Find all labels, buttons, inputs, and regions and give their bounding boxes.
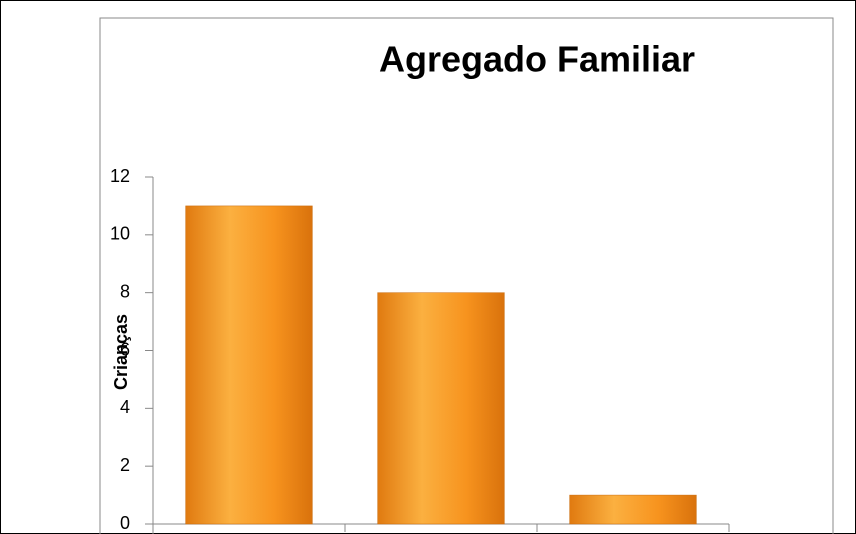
y-tick-label: 12 bbox=[110, 166, 130, 186]
chart-title: Agregado Familiar bbox=[379, 39, 695, 80]
bar bbox=[185, 205, 313, 525]
y-tick-label: 8 bbox=[120, 281, 130, 301]
bar bbox=[377, 292, 505, 525]
bar bbox=[569, 494, 697, 525]
y-tick-label: 10 bbox=[110, 224, 130, 244]
chart-border bbox=[99, 17, 834, 534]
y-tick-label: 6 bbox=[120, 339, 130, 359]
y-tick-label: 4 bbox=[120, 397, 130, 417]
y-axis-label: Crianças bbox=[111, 314, 131, 390]
y-tick-label: 0 bbox=[120, 513, 130, 533]
y-tick-label: 2 bbox=[120, 455, 130, 475]
